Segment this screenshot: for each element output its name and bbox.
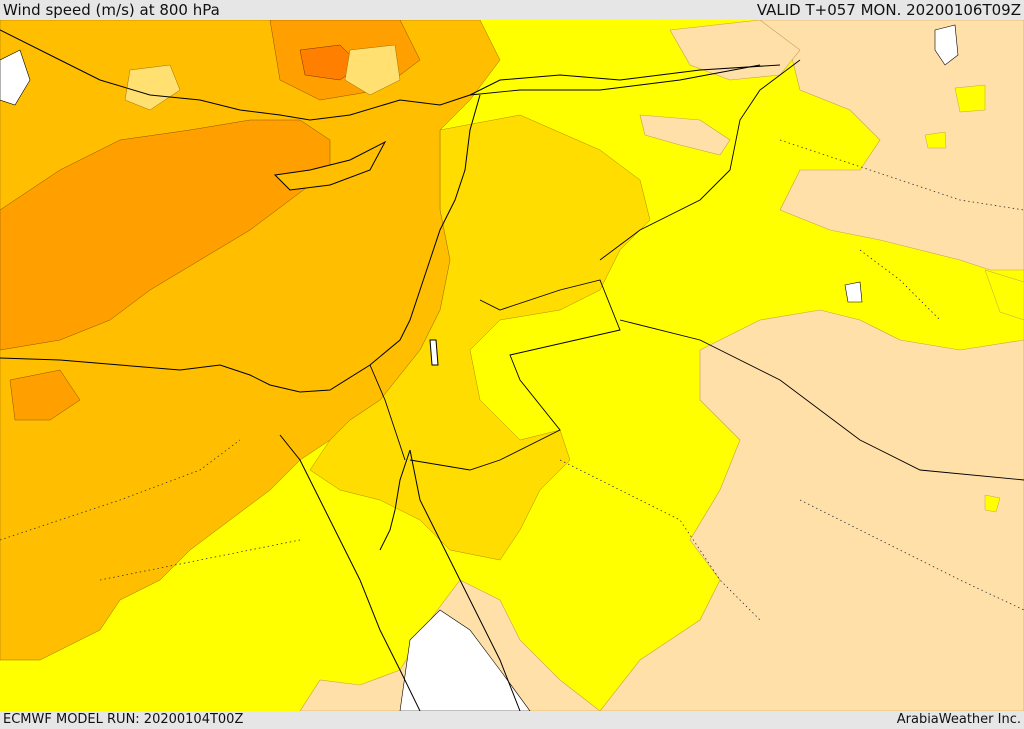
- no-data-area-red-sea: [399, 609, 531, 711]
- coastline-red-sea-east: [409, 449, 521, 711]
- light-wind-blob-n: [344, 44, 401, 96]
- light-wind-pocket-1: [954, 84, 986, 113]
- map-header: Wind speed (m/s) at 800 hPa VALID T+057 …: [0, 0, 1024, 20]
- map-title: Wind speed (m/s) at 800 hPa: [3, 1, 220, 19]
- coastline-anatolia: [0, 29, 781, 121]
- credit-label: ArabiaWeather Inc.: [896, 712, 1021, 727]
- border-jordan-saudi: [409, 279, 621, 471]
- no-data-area-ne-lake: [844, 281, 863, 303]
- light-wind-pocket-4: [984, 494, 1001, 513]
- strong-wind-patch-south: [9, 369, 81, 421]
- border-egypt-israel: [369, 364, 406, 461]
- no-data-area-lake: [934, 24, 959, 66]
- map-footer: ECMWF MODEL RUN: 20200104T00Z ArabiaWeat…: [0, 711, 1024, 729]
- dotted-boundary-iraq: [779, 139, 1024, 321]
- coastline-cyprus: [273, 140, 387, 191]
- coastline-dead-sea: [429, 339, 439, 366]
- dotted-boundary-saudi: [559, 459, 1024, 621]
- light-wind-pocket-3: [984, 269, 1024, 321]
- dotted-boundary-egypt: [0, 439, 301, 581]
- coastline-gulf-aqaba: [379, 449, 411, 551]
- valid-time-label: VALID T+057 MON. 20200106T09Z: [756, 1, 1021, 19]
- border-turkey-syria: [469, 64, 761, 96]
- calm-wind-patch-central: [639, 114, 731, 156]
- light-wind-pocket-2: [924, 131, 947, 149]
- light-wind-blob-nw: [124, 64, 181, 111]
- no-data-area-nw: [0, 49, 31, 106]
- border-iraq-saudi: [619, 319, 1024, 481]
- model-run-label: ECMWF MODEL RUN: 20200104T00Z: [3, 712, 244, 727]
- border-syria-iraq: [599, 59, 801, 261]
- wind-speed-map[interactable]: [0, 20, 1024, 711]
- coastline-sinai-gulf: [279, 434, 421, 711]
- calm-wind-region-east: [599, 20, 1024, 711]
